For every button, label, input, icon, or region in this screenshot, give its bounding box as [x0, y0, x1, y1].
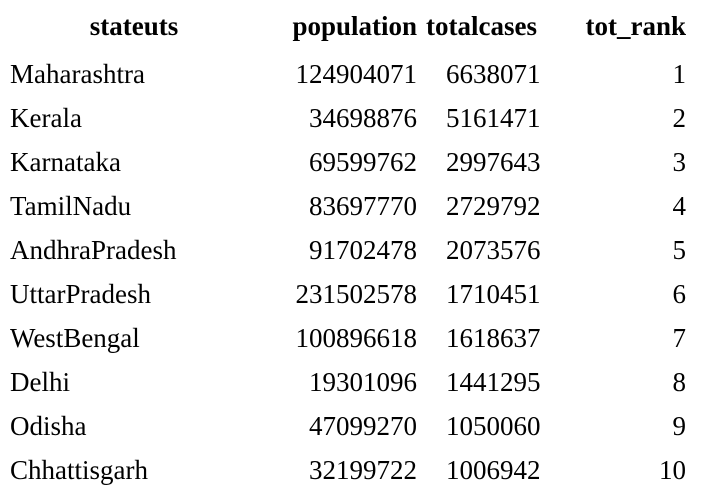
cell-population: 19301096 — [309, 367, 417, 397]
cell-stateuts: Delhi — [10, 367, 70, 397]
cell-totalcases: 5161471 — [446, 103, 541, 133]
header-row: stateuts population totalcases tot_rank — [0, 0, 708, 52]
table-row: Chhattisgarh 32199722 1006942 10 — [0, 448, 708, 492]
cell-totalcases: 1710451 — [446, 279, 541, 309]
cell-tot-rank: 1 — [672, 59, 687, 89]
cell-totalcases: 1441295 — [446, 367, 541, 397]
table-header: stateuts population totalcases tot_rank — [0, 0, 708, 52]
table-row: Kerala 34698876 5161471 2 — [0, 96, 708, 140]
cell-population: 47099270 — [309, 411, 417, 441]
cell-totalcases: 2997643 — [446, 147, 541, 177]
cell-stateuts: Chhattisgarh — [10, 455, 148, 485]
table-row: Odisha 47099270 1050060 9 — [0, 404, 708, 448]
cell-tot-rank: 6 — [672, 279, 687, 309]
bottom-edge — [0, 492, 708, 502]
table-row: AndhraPradesh 91702478 2073576 5 — [0, 228, 708, 272]
cell-stateuts: UttarPradesh — [10, 279, 151, 309]
cell-totalcases: 6638071 — [446, 59, 541, 89]
cell-totalcases: 1006942 — [446, 455, 541, 485]
cell-population: 91702478 — [309, 235, 417, 265]
table-row: UttarPradesh 231502578 1710451 6 — [0, 272, 708, 316]
cell-stateuts: WestBengal — [10, 323, 140, 353]
table-body: Maharashtra 124904071 6638071 1 Kerala 3… — [0, 52, 708, 492]
cell-tot-rank: 9 — [672, 411, 687, 441]
cell-population: 69599762 — [309, 147, 417, 177]
column-header-stateuts: stateuts — [89, 11, 179, 41]
cell-tot-rank: 8 — [672, 367, 687, 397]
cell-totalcases: 1618637 — [446, 323, 541, 353]
cell-population: 32199722 — [309, 455, 417, 485]
cell-population: 124904071 — [295, 59, 418, 89]
table-row: Maharashtra 124904071 6638071 1 — [0, 52, 708, 96]
cell-tot-rank: 3 — [672, 147, 687, 177]
cell-tot-rank: 10 — [659, 455, 686, 485]
cell-stateuts: Odisha — [10, 411, 87, 441]
cell-tot-rank: 4 — [672, 191, 687, 221]
table-row: Karnataka 69599762 2997643 3 — [0, 140, 708, 184]
cell-stateuts: Karnataka — [10, 147, 121, 177]
cell-stateuts: AndhraPradesh — [10, 235, 177, 265]
column-header-tot-rank: tot_rank — [585, 11, 687, 41]
cell-totalcases: 2729792 — [446, 191, 541, 221]
table-row: WestBengal 100896618 1618637 7 — [0, 316, 708, 360]
cell-totalcases: 2073576 — [446, 235, 541, 265]
cell-stateuts: Maharashtra — [10, 59, 145, 89]
cell-population: 100896618 — [295, 323, 418, 353]
column-header-totalcases: totalcases — [426, 11, 537, 41]
table-row: Delhi 19301096 1441295 8 — [0, 360, 708, 404]
table-row: TamilNadu 83697770 2729792 4 — [0, 184, 708, 228]
cell-stateuts: TamilNadu — [10, 191, 132, 221]
cell-tot-rank: 7 — [672, 323, 687, 353]
cell-tot-rank: 2 — [672, 103, 687, 133]
cell-population: 34698876 — [309, 103, 417, 133]
cell-population: 83697770 — [309, 191, 417, 221]
cell-population: 231502578 — [295, 279, 418, 309]
cell-totalcases: 1050060 — [446, 411, 541, 441]
cell-stateuts: Kerala — [10, 103, 82, 133]
column-header-population: population — [292, 11, 417, 41]
cell-tot-rank: 5 — [672, 235, 687, 265]
